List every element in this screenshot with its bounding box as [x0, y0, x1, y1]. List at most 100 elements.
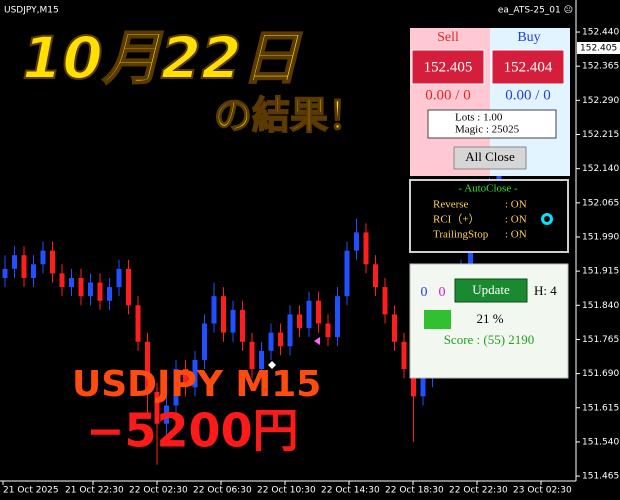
autoclose-bg: [409, 179, 569, 253]
sell-button[interactable]: [411, 49, 485, 85]
profit-caption: −5200円: [86, 404, 299, 458]
autoclose-name: RCI（+）: [433, 213, 480, 226]
score: Score : (55) 2190: [444, 332, 535, 347]
x-tick-label: 22 Oct 10:30: [257, 486, 316, 496]
count-buy: 0: [421, 285, 428, 300]
candle-body: [278, 332, 283, 347]
candle-body: [354, 232, 359, 251]
status-indicator: [541, 213, 553, 225]
x-tick-label: 22 Oct 06:30: [193, 486, 252, 496]
candle-body: [21, 255, 27, 278]
buy-pl: 0.00 / 0: [505, 87, 550, 103]
x-tick-label: 23 Oct 02:30: [513, 486, 572, 496]
candle-body: [88, 282, 93, 297]
x-tick-label: 21 Oct 22:30: [65, 486, 124, 496]
autoclose-rows: Reverse : ON RCI（+） : ON TrailingStop : ON: [433, 199, 527, 241]
y-tick-label: 151.615: [582, 403, 619, 413]
y-tick-label: 152.215: [582, 130, 619, 140]
sell-pl: 0.00 / 0: [425, 87, 470, 103]
autoclose-name: Reverse: [433, 199, 469, 211]
candle-body: [116, 268, 122, 288]
candle-body: [297, 314, 302, 329]
magic: Magic : 25025: [455, 124, 520, 136]
candle-body: [97, 282, 103, 301]
candle-body: [211, 296, 217, 324]
current-price-label: 152.405: [580, 43, 617, 53]
candle-body: [344, 250, 350, 297]
autoclose-state: : ON: [505, 199, 527, 211]
y-tick-label: 151.990: [582, 232, 619, 242]
candle-body: [468, 241, 473, 269]
candle-body: [164, 405, 169, 424]
lots: Lots : 1.00: [455, 112, 503, 124]
candle-body: [240, 309, 245, 342]
y-tick-label: 152.440: [582, 28, 619, 38]
x-tick-label: 22 Oct 02:30: [129, 486, 188, 496]
y-tick-label: 151.840: [582, 301, 619, 311]
lots-box: [427, 109, 557, 139]
sell-label: Sell: [437, 30, 459, 45]
candle-body: [50, 250, 55, 274]
candle-body: [59, 273, 65, 288]
y-tick-label: 151.765: [582, 335, 619, 345]
h-value: H: 4: [534, 283, 557, 298]
candle-body: [154, 391, 160, 424]
candle-body: [306, 300, 312, 329]
all-close-button[interactable]: [453, 146, 527, 170]
autoclose-name: TrailingStop: [433, 229, 489, 241]
buy-price: 152.404: [504, 59, 553, 75]
status-panel: 0 0 Update H: 4 21 % Score : (55) 2190: [409, 263, 569, 379]
candle-body: [2, 268, 8, 278]
candle-body: [335, 296, 340, 338]
autoclose-state: : ON: [505, 214, 527, 226]
pair-caption: USDJPY M15: [72, 364, 321, 405]
candle-body: [401, 341, 407, 370]
candle-body: [411, 369, 416, 397]
candle-body: [382, 287, 388, 315]
autoclose-state: : ON: [505, 229, 527, 241]
candle-body: [316, 300, 321, 324]
x-tick-label: 22 Oct 18:30: [385, 486, 444, 496]
symbol-label: USDJPY,M15: [4, 6, 59, 16]
y-tick-label: 151.465: [582, 472, 619, 482]
autoclose-title: - AutoClose -: [458, 183, 518, 195]
candle-body: [221, 296, 226, 333]
y-tick-label: 152.140: [582, 164, 619, 174]
all-close-label: All Close: [465, 149, 515, 164]
trade-marker: [268, 361, 276, 369]
candle-body: [183, 369, 188, 388]
candle-body: [392, 314, 397, 342]
sell-price: 152.405: [424, 59, 473, 75]
buy-label: Buy: [517, 30, 540, 45]
x-tick-label: 22 Oct 14:30: [321, 486, 380, 496]
y-tick-label: 152.290: [582, 96, 619, 106]
current-price-box: [577, 41, 620, 54]
trade-panel: Sell Buy 152.405 152.404 0.00 / 0 0.00 /…: [410, 28, 570, 176]
x-tick-label: 21 Oct 2025: [3, 486, 59, 496]
update-button[interactable]: [454, 278, 528, 303]
buy-button[interactable]: [491, 49, 565, 85]
candle-body: [107, 287, 112, 301]
y-tick-label: 152.365: [582, 62, 619, 72]
candle-body: [192, 359, 198, 388]
candle-body: [268, 332, 274, 351]
candle-body: [325, 323, 331, 338]
y-tick-label: 152.065: [582, 198, 619, 208]
candle-body: [12, 255, 17, 269]
candle-body: [126, 268, 131, 306]
update-label: Update: [472, 282, 510, 297]
candle-body: [363, 232, 369, 265]
result-title: の結果！: [214, 94, 366, 138]
axes: 152.440 152.365 152.290 152.215 152.140 152.0…: [2, 28, 620, 496]
candle-body: [202, 323, 207, 360]
trade-marker: [314, 337, 320, 345]
candle-body: [249, 341, 255, 370]
candle-body: [145, 341, 150, 392]
y-tick-label: 151.540: [582, 437, 619, 447]
candle-body: [420, 378, 426, 397]
date-title: 10月22日: [22, 24, 302, 92]
count-sell: 0: [439, 285, 446, 300]
candle-body: [230, 309, 236, 333]
